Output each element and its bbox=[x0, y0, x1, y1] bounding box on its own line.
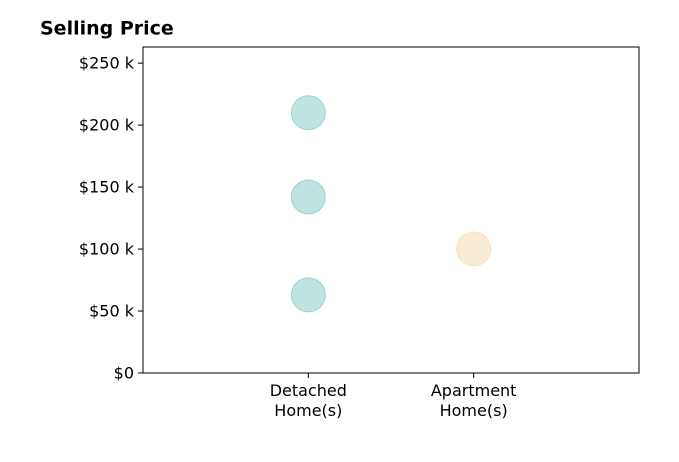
point bbox=[456, 231, 492, 267]
y-tick-label: $150 k bbox=[79, 178, 135, 197]
y-tick-label: $250 k bbox=[79, 54, 135, 73]
y-tick-label: $100 k bbox=[79, 240, 135, 259]
x-tick-label: Apartment Home(s) bbox=[430, 381, 517, 420]
point bbox=[290, 179, 326, 215]
y-tick-label: $0 bbox=[114, 364, 134, 383]
point bbox=[290, 277, 326, 313]
point bbox=[290, 95, 326, 131]
x-tick-label: Detached Home(s) bbox=[269, 381, 347, 420]
chart-title: Selling Price bbox=[40, 18, 174, 40]
y-tick-label: $200 k bbox=[79, 116, 135, 135]
y-tick-label: $50 k bbox=[89, 302, 135, 321]
plot-frame bbox=[142, 46, 640, 374]
